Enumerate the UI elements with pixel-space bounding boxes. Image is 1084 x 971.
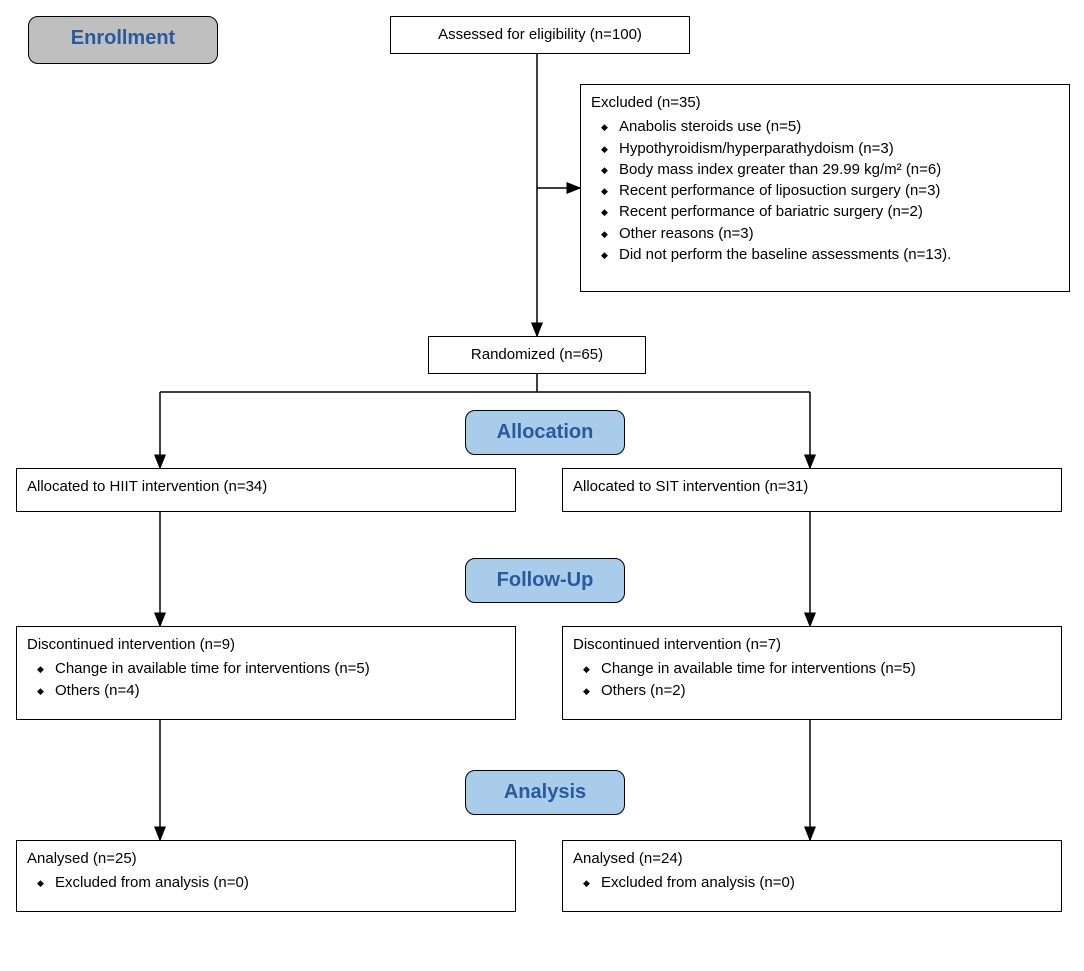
box-disc-left: Discontinued intervention (n=9) Change i… [16, 626, 516, 720]
stage-followup-label: Follow-Up [497, 569, 594, 591]
disc-left-title: Discontinued intervention (n=9) [27, 635, 505, 655]
assessed-text: Assessed for eligibility (n=100) [438, 26, 642, 43]
list-item: Anabolis steroids use (n=5) [607, 117, 1059, 137]
list-item: Others (n=4) [43, 681, 505, 701]
anal-left-title: Analysed (n=25) [27, 849, 505, 869]
list-item: Recent performance of bariatric surgery … [607, 202, 1059, 222]
stage-allocation-label: Allocation [497, 421, 594, 443]
list-item: Hypothyroidism/hyperparathydoism (n=3) [607, 139, 1059, 159]
randomized-text: Randomized (n=65) [471, 346, 603, 363]
stage-enrollment-label: Enrollment [71, 27, 175, 49]
list-item: Change in available time for interventio… [43, 659, 505, 679]
list-item: Excluded from analysis (n=0) [589, 873, 1051, 893]
stage-analysis-label: Analysis [504, 781, 586, 803]
box-excluded: Excluded (n=35) Anabolis steroids use (n… [580, 84, 1070, 292]
flowchart-container: Enrollment Assessed for eligibility (n=1… [10, 10, 1074, 961]
disc-right-list: Change in available time for interventio… [573, 659, 1051, 701]
box-anal-left: Analysed (n=25) Excluded from analysis (… [16, 840, 516, 912]
box-randomized: Randomized (n=65) [428, 336, 646, 374]
box-anal-right: Analysed (n=24) Excluded from analysis (… [562, 840, 1062, 912]
list-item: Excluded from analysis (n=0) [43, 873, 505, 893]
alloc-right-text: Allocated to SIT intervention (n=31) [573, 478, 808, 495]
stage-enrollment: Enrollment [28, 16, 218, 64]
list-item: Change in available time for interventio… [589, 659, 1051, 679]
anal-left-list: Excluded from analysis (n=0) [27, 873, 505, 893]
list-item: Body mass index greater than 29.99 kg/m²… [607, 160, 1059, 180]
list-item: Other reasons (n=3) [607, 224, 1059, 244]
anal-right-list: Excluded from analysis (n=0) [573, 873, 1051, 893]
list-item: Did not perform the baseline assessments… [607, 245, 1059, 265]
excluded-title: Excluded (n=35) [591, 93, 1059, 113]
list-item: Others (n=2) [589, 681, 1051, 701]
stage-allocation: Allocation [465, 410, 625, 455]
alloc-left-text: Allocated to HIIT intervention (n=34) [27, 478, 267, 495]
disc-right-title: Discontinued intervention (n=7) [573, 635, 1051, 655]
box-assessed: Assessed for eligibility (n=100) [390, 16, 690, 54]
stage-followup: Follow-Up [465, 558, 625, 603]
stage-analysis: Analysis [465, 770, 625, 815]
disc-left-list: Change in available time for interventio… [27, 659, 505, 701]
list-item: Recent performance of liposuction surger… [607, 181, 1059, 201]
excluded-list: Anabolis steroids use (n=5)Hypothyroidis… [591, 117, 1059, 265]
anal-right-title: Analysed (n=24) [573, 849, 1051, 869]
box-alloc-left: Allocated to HIIT intervention (n=34) [16, 468, 516, 512]
box-disc-right: Discontinued intervention (n=7) Change i… [562, 626, 1062, 720]
box-alloc-right: Allocated to SIT intervention (n=31) [562, 468, 1062, 512]
